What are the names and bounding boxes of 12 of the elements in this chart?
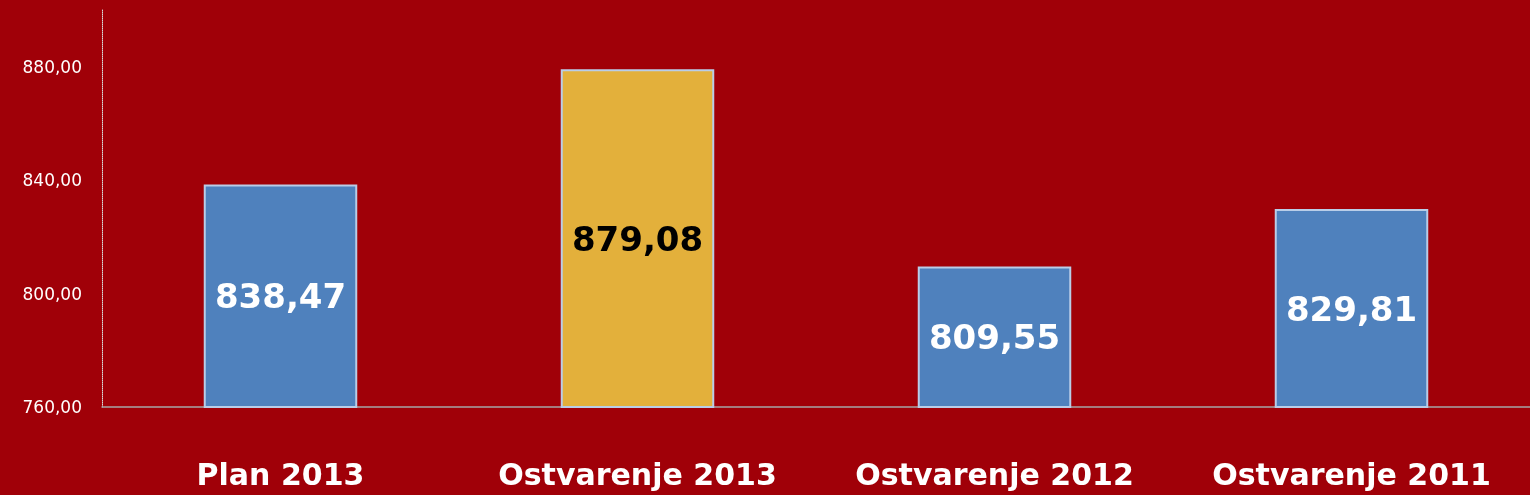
y-tick-label: 800,00: [22, 283, 82, 304]
x-tick-label: Plan 2013: [196, 456, 365, 492]
data-label: 879,08: [571, 218, 704, 259]
x-tick-label: Ostvarenje 2012: [855, 456, 1134, 492]
x-tick-label: Ostvarenje 2013: [498, 456, 777, 492]
data-label: 829,81: [1285, 288, 1418, 329]
y-tick-label: 760,00: [22, 397, 82, 417]
x-tick-label: Ostvarenje 2011: [1212, 456, 1491, 492]
data-label: 809,55: [928, 317, 1061, 358]
y-tick-label: 840,00: [22, 170, 82, 191]
y-tick-label: 880,00: [22, 56, 82, 77]
data-label: 838,47: [214, 276, 347, 317]
